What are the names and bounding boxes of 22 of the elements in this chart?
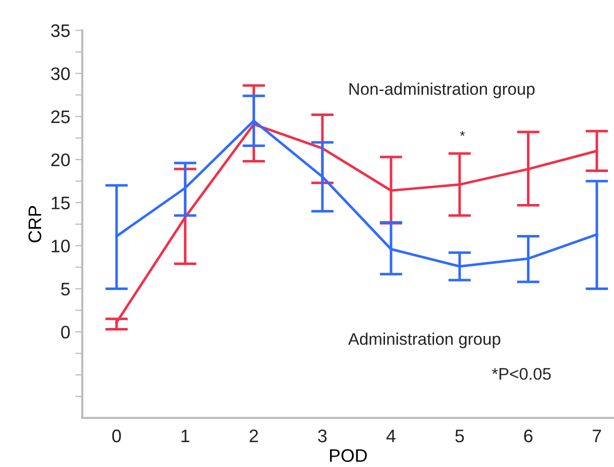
y-axis-title: CRP	[28, 206, 42, 242]
annotation: *	[460, 130, 465, 136]
x-tick-label: 5	[455, 430, 464, 442]
y-tick-label: 10	[52, 240, 70, 252]
x-tick-label: 3	[318, 430, 327, 442]
y-tick-label: 35	[51, 24, 70, 38]
y-tick-label: 30	[51, 67, 70, 80]
y-tick-label: 15	[52, 196, 70, 210]
x-tick-label: 0	[112, 430, 121, 442]
annotation: *P<0.05	[492, 368, 551, 380]
x-tick-label: 4	[386, 430, 396, 442]
y-tick-label: 25	[51, 110, 70, 124]
y-tick-label: 5	[61, 282, 70, 296]
y-tick-label: 0	[61, 326, 70, 339]
y-tick-label: 20	[51, 153, 70, 166]
x-tick-label: 1	[182, 430, 190, 442]
x-tick-label: 6	[524, 430, 532, 442]
x-axis-title: POD	[330, 449, 367, 462]
x-tick-label: 2	[250, 430, 258, 442]
annotation: Administration group	[348, 332, 500, 348]
annotation: Non-administration group	[350, 82, 535, 98]
x-tick-label: 7	[592, 430, 601, 442]
